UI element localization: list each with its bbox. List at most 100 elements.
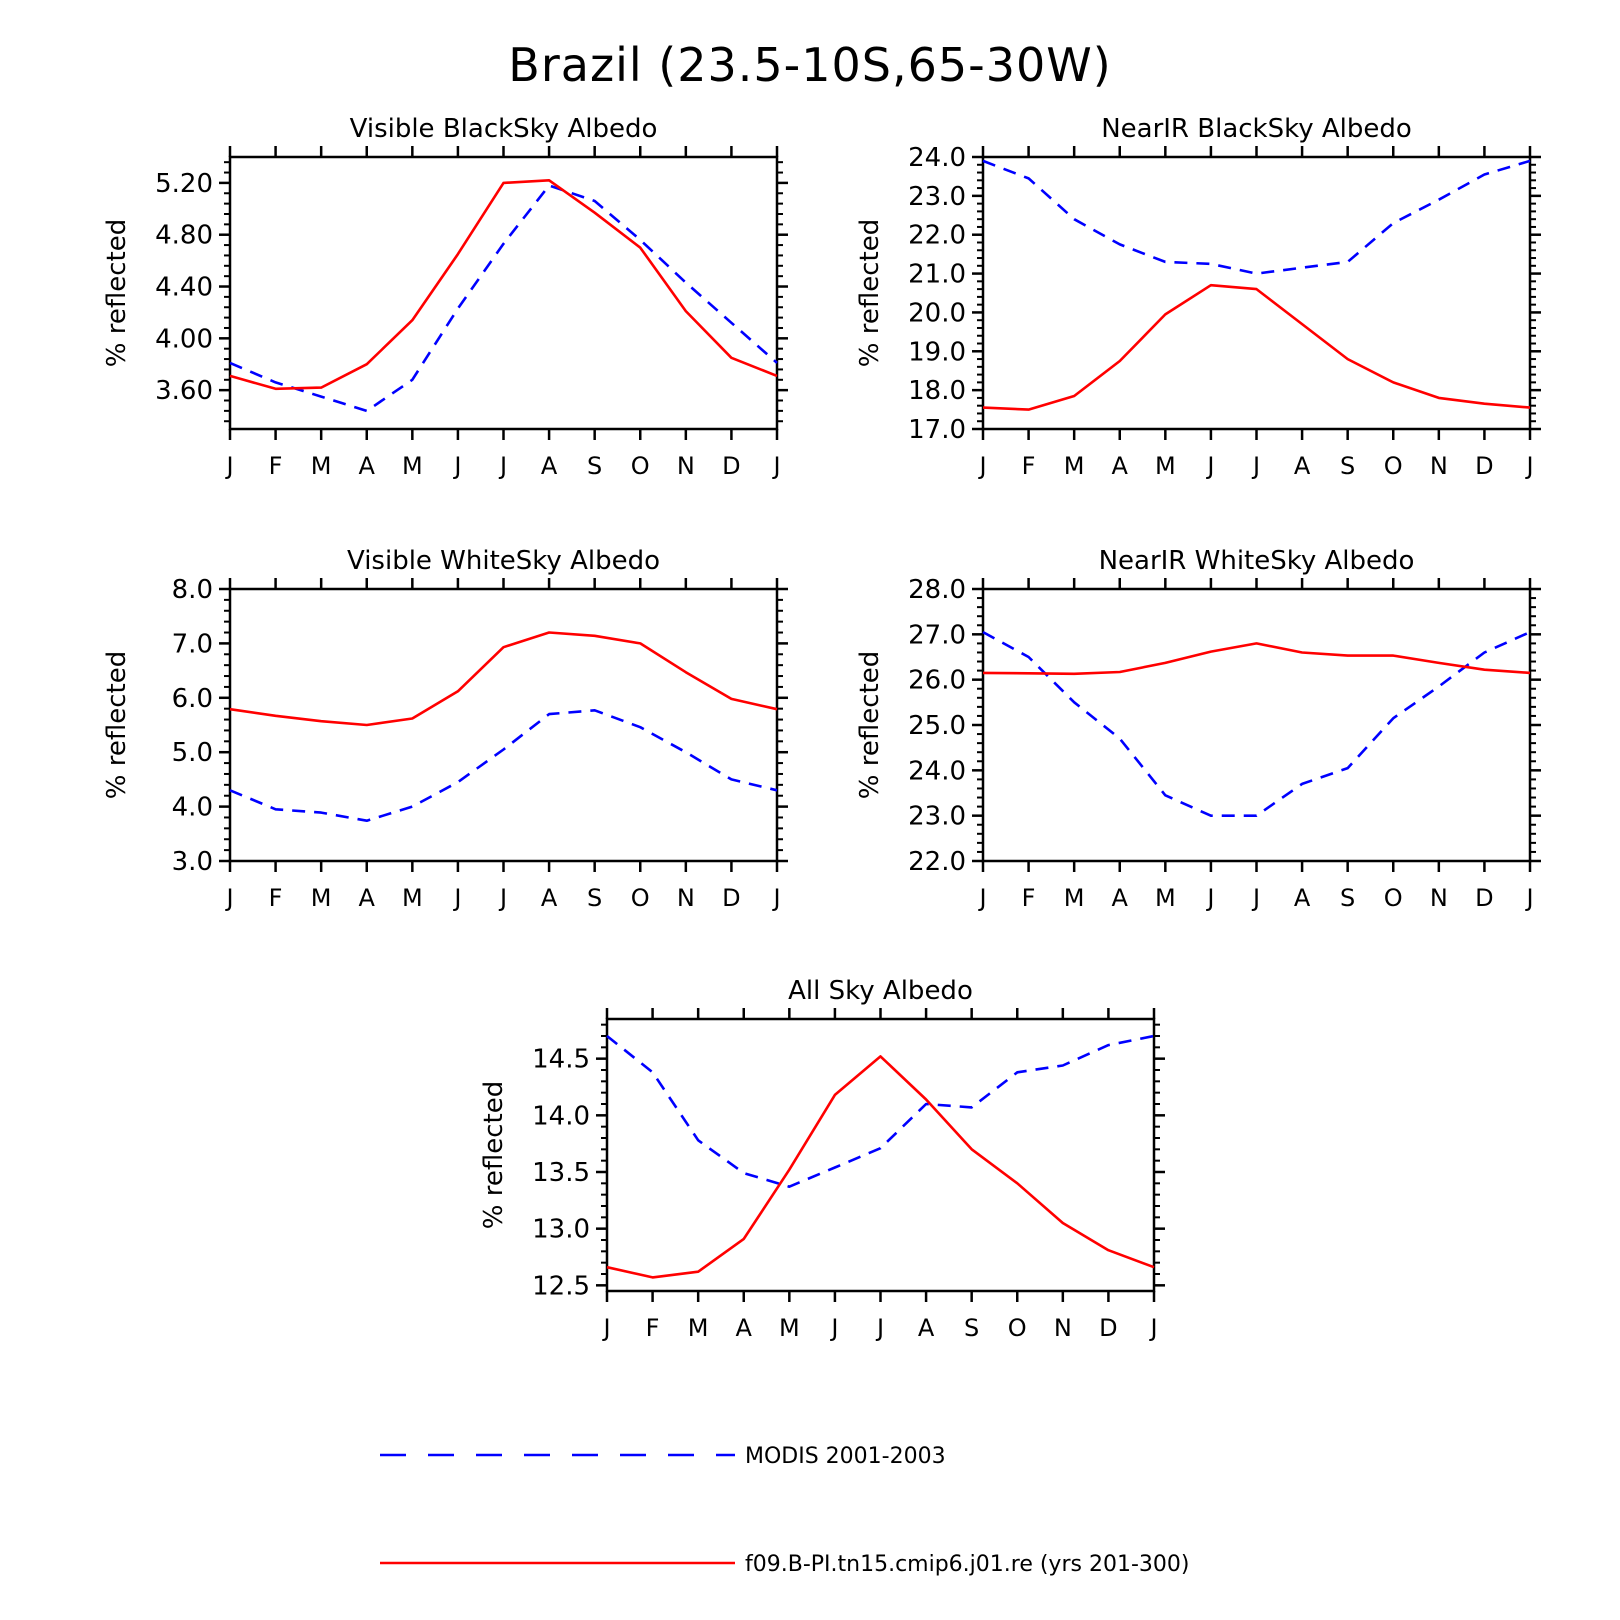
panel-title: All Sky Albedo bbox=[788, 976, 973, 1006]
series-line-modis bbox=[606, 1034, 1155, 1188]
panel-title: Visible BlackSky Albedo bbox=[350, 114, 658, 144]
x-tick-label: S bbox=[1340, 884, 1355, 912]
x-tick-label: J bbox=[1251, 884, 1260, 912]
y-tick-label: 4.0 bbox=[172, 793, 213, 823]
y-tick-label: 13.5 bbox=[532, 1158, 590, 1188]
y-tick-label: 18.0 bbox=[908, 376, 966, 406]
x-tick-label: D bbox=[1099, 1314, 1117, 1342]
y-tick-label: 8.0 bbox=[172, 575, 213, 605]
x-tick-label: M bbox=[779, 1314, 800, 1342]
x-tick-label: D bbox=[1475, 452, 1493, 480]
y-tick-label: 24.0 bbox=[908, 143, 966, 173]
x-tick-label: A bbox=[1112, 884, 1129, 912]
y-tick-label: 21.0 bbox=[908, 260, 966, 290]
x-tick-label: J bbox=[1205, 884, 1214, 912]
chart-panel-2: J F M A M J J A S O N D J17.018.019.020.021.022.023.… bbox=[855, 114, 1541, 480]
y-tick-label: 25.0 bbox=[908, 711, 966, 741]
x-tick-label: F bbox=[1022, 884, 1036, 912]
y-tick-label: 27.0 bbox=[908, 620, 966, 650]
x-tick-label: A bbox=[359, 452, 376, 480]
series-line-model bbox=[982, 642, 1531, 676]
y-tick-label: 5.0 bbox=[172, 738, 213, 768]
x-tick-label: F bbox=[1022, 452, 1036, 480]
y-axis-label: % reflected bbox=[479, 1081, 509, 1229]
y-tick-label: 23.0 bbox=[908, 182, 966, 212]
y-tick-label: 6.0 bbox=[172, 684, 213, 714]
series-line-model bbox=[229, 631, 778, 727]
x-tick-label: F bbox=[269, 884, 283, 912]
x-tick-label: M bbox=[402, 452, 423, 480]
series-line-modis bbox=[229, 184, 778, 413]
x-tick-label: N bbox=[1430, 884, 1448, 912]
x-tick-label: S bbox=[587, 452, 602, 480]
x-tick-label: A bbox=[1294, 884, 1311, 912]
panel-title: NearIR WhiteSky Albedo bbox=[1099, 546, 1415, 576]
x-tick-label: N bbox=[1054, 1314, 1072, 1342]
x-tick-label: O bbox=[1008, 1314, 1027, 1342]
x-tick-label: D bbox=[1475, 884, 1493, 912]
x-tick-label: J bbox=[1524, 884, 1533, 912]
series-line-modis bbox=[229, 708, 778, 823]
x-tick-label: J bbox=[224, 452, 233, 480]
y-tick-label: 23.0 bbox=[908, 802, 966, 832]
x-tick-label: J bbox=[771, 884, 780, 912]
x-tick-label: J bbox=[977, 452, 986, 480]
y-tick-label: 22.0 bbox=[908, 221, 966, 251]
series-line-modis bbox=[982, 159, 1531, 275]
legend: MODIS 2001-2003 f09.B-PI.tn15.cmip6.j01.r… bbox=[380, 1444, 1189, 1577]
x-tick-label: S bbox=[1340, 452, 1355, 480]
x-tick-label: F bbox=[269, 452, 283, 480]
x-tick-label: A bbox=[736, 1314, 753, 1342]
x-tick-label: A bbox=[1112, 452, 1129, 480]
plot-frame bbox=[605, 1017, 1156, 1293]
y-tick-label: 19.0 bbox=[908, 337, 966, 367]
x-tick-label: M bbox=[688, 1314, 709, 1342]
chart-panel-4: J F M A M J J A S O N D J22.023.024.025.026.027.028.… bbox=[855, 546, 1541, 912]
x-tick-label: M bbox=[1064, 884, 1085, 912]
x-tick-label: J bbox=[452, 452, 461, 480]
y-tick-label: 3.60 bbox=[155, 376, 213, 406]
plot-frame bbox=[981, 155, 1532, 431]
y-tick-label: 14.0 bbox=[532, 1101, 590, 1131]
x-tick-label: A bbox=[541, 452, 558, 480]
x-tick-label: O bbox=[1384, 452, 1403, 480]
y-tick-label: 26.0 bbox=[908, 666, 966, 696]
y-tick-label: 12.5 bbox=[532, 1271, 590, 1301]
y-tick-label: 17.0 bbox=[908, 415, 966, 445]
y-tick-label: 5.20 bbox=[155, 169, 213, 199]
y-tick-label: 28.0 bbox=[908, 575, 966, 605]
plot-frame bbox=[228, 587, 779, 863]
x-tick-label: D bbox=[722, 884, 740, 912]
y-axis-label: % reflected bbox=[855, 219, 885, 367]
x-tick-label: J bbox=[1148, 1314, 1157, 1342]
panel-title: NearIR BlackSky Albedo bbox=[1101, 114, 1412, 144]
x-tick-label: J bbox=[829, 1314, 838, 1342]
x-tick-label: S bbox=[587, 884, 602, 912]
x-tick-label: J bbox=[601, 1314, 610, 1342]
x-tick-label: J bbox=[224, 884, 233, 912]
x-tick-label: J bbox=[977, 884, 986, 912]
x-tick-label: F bbox=[646, 1314, 660, 1342]
series-line-modis bbox=[982, 630, 1531, 818]
y-tick-label: 20.0 bbox=[908, 298, 966, 328]
y-tick-label: 13.0 bbox=[532, 1215, 590, 1245]
x-tick-label: A bbox=[1294, 452, 1311, 480]
y-axis-label: % reflected bbox=[102, 651, 132, 799]
series-line-model bbox=[606, 1055, 1155, 1279]
x-tick-label: J bbox=[1205, 452, 1214, 480]
x-tick-label: J bbox=[498, 452, 507, 480]
x-tick-label: A bbox=[359, 884, 376, 912]
x-tick-label: D bbox=[722, 452, 740, 480]
x-tick-label: M bbox=[311, 452, 332, 480]
series-line-model bbox=[982, 283, 1531, 411]
x-tick-label: M bbox=[1155, 884, 1176, 912]
x-tick-label: J bbox=[498, 884, 507, 912]
x-tick-label: J bbox=[771, 452, 780, 480]
x-tick-label: J bbox=[1524, 452, 1533, 480]
plot-frame bbox=[981, 587, 1532, 863]
x-tick-label: N bbox=[1430, 452, 1448, 480]
y-tick-label: 24.0 bbox=[908, 756, 966, 786]
